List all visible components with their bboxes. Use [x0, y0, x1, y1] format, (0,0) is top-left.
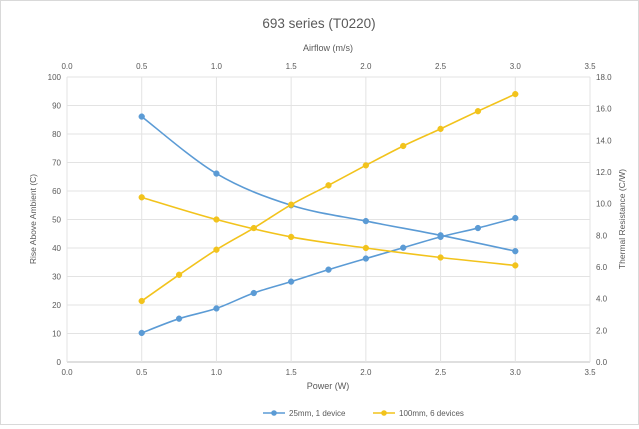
- series-100mm-rise-point: [474, 108, 482, 115]
- series-100mm-rise-point: [250, 224, 257, 232]
- series-25mm-rise-point: [175, 315, 183, 322]
- series-100mm-rise-point: [287, 201, 295, 208]
- top-tick-label: 0.5: [136, 62, 148, 71]
- top-tick-label: 2.0: [360, 62, 372, 71]
- left-tick-label: 40: [52, 244, 61, 253]
- bottom-tick-label: 3.0: [510, 368, 522, 377]
- right-tick-label: 4.0: [596, 295, 608, 304]
- left-axis-label: Rise Above Ambient (C): [28, 174, 38, 264]
- right-tick-label: 18.0: [596, 73, 612, 82]
- series-100mm-thermal-resistance-line: [141, 196, 516, 267]
- top-tick-label: 1.5: [286, 62, 298, 71]
- series-25mm-thermal-resistance-point: [512, 248, 519, 255]
- series-100mm-rise-point: [400, 142, 407, 150]
- bottom-tick-label: 0.5: [136, 368, 148, 377]
- legend: 25mm, 1 device 100mm, 6 devices: [263, 409, 464, 418]
- top-tick-label: 3.5: [584, 62, 596, 71]
- left-tick-label: 50: [52, 216, 61, 225]
- series-25mm-thermal-resistance-point: [138, 113, 145, 120]
- right-tick-label: 2.0: [596, 326, 608, 335]
- legend-label: 25mm, 1 device: [289, 409, 346, 418]
- left-tick-label: 60: [52, 187, 61, 196]
- bottom-tick-label: 0.0: [61, 368, 73, 377]
- series-100mm-thermal-resistance-point: [512, 262, 519, 269]
- legend-swatch-marker: [381, 410, 387, 416]
- legend-label: 100mm, 6 devices: [399, 409, 464, 418]
- series-100mm-thermal-resistance-point: [213, 216, 220, 223]
- top-tick-label: 1.0: [211, 62, 223, 71]
- series-100mm-rise-point: [175, 271, 183, 278]
- series-25mm-rise-point: [437, 233, 444, 241]
- series-100mm-rise-point: [512, 90, 519, 98]
- top-tick-label: 0.0: [61, 62, 73, 71]
- right-tick-label: 8.0: [596, 231, 608, 240]
- left-tick-label: 10: [52, 330, 61, 339]
- series-100mm-thermal-resistance-point: [287, 233, 295, 241]
- series-100mm-thermal-resistance-point: [437, 254, 444, 261]
- bottom-tick-label: 2.0: [360, 368, 372, 377]
- top-tick-label: 3.0: [510, 62, 522, 71]
- series-25mm-rise-point: [400, 244, 407, 251]
- left-tick-label: 80: [52, 130, 61, 139]
- right-tick-label: 6.0: [596, 263, 608, 272]
- bottom-tick-label: 2.5: [435, 368, 447, 377]
- right-tick-label: 10.0: [596, 200, 612, 209]
- chart-title: 693 series (T0220): [262, 16, 375, 31]
- series-100mm-rise-point: [362, 162, 370, 169]
- series-25mm-rise-point: [213, 305, 220, 312]
- right-tick-label: 0.0: [596, 358, 608, 367]
- bottom-tick-label: 1.5: [286, 368, 298, 377]
- series-layer: [138, 90, 519, 337]
- bottom-axis-label: Power (W): [307, 381, 350, 391]
- series-100mm-rise-point: [437, 125, 444, 133]
- series-25mm-rise-point: [325, 266, 332, 273]
- right-tick-label: 16.0: [596, 105, 612, 114]
- left-tick-label: 90: [52, 102, 61, 111]
- left-tick-label: 100: [48, 73, 62, 82]
- top-axis-label: Airflow (m/s): [303, 43, 353, 53]
- series-25mm-rise-point: [474, 224, 482, 232]
- series-25mm-rise-point: [287, 278, 295, 285]
- legend-swatch-marker: [271, 410, 277, 416]
- right-tick-label: 12.0: [596, 168, 612, 177]
- series-25mm-rise-point: [512, 214, 519, 222]
- series-100mm-thermal-resistance-point: [362, 244, 370, 252]
- bottom-tick-label: 3.5: [584, 368, 596, 377]
- series-25mm-thermal-resistance-point: [362, 217, 370, 225]
- left-tick-label: 30: [52, 273, 61, 282]
- series-100mm-rise-point: [138, 297, 145, 305]
- bottom-tick-label: 1.0: [211, 368, 223, 377]
- right-tick-label: 14.0: [596, 136, 612, 145]
- left-tick-label: 20: [52, 301, 61, 310]
- series-25mm-rise-line: [141, 217, 516, 334]
- left-tick-label: 70: [52, 159, 61, 168]
- series-25mm-thermal-resistance-point: [213, 170, 220, 177]
- tick-labels: 0 10 20 30 40 50 60 70 80 90 100 0.0 0.5 1.0 1.5 2.0 2.5…: [48, 62, 612, 377]
- top-tick-label: 2.5: [435, 62, 447, 71]
- right-axis-label: Thermal Resistance (C/W): [617, 169, 627, 269]
- series-25mm-rise-point: [138, 329, 145, 337]
- series-25mm-rise-point: [362, 255, 370, 262]
- left-tick-label: 0: [57, 358, 62, 367]
- series-100mm-thermal-resistance-point: [138, 194, 145, 201]
- series-25mm-rise-point: [250, 289, 257, 297]
- series-100mm-rise-point: [325, 182, 332, 189]
- series-100mm-rise-point: [213, 246, 220, 253]
